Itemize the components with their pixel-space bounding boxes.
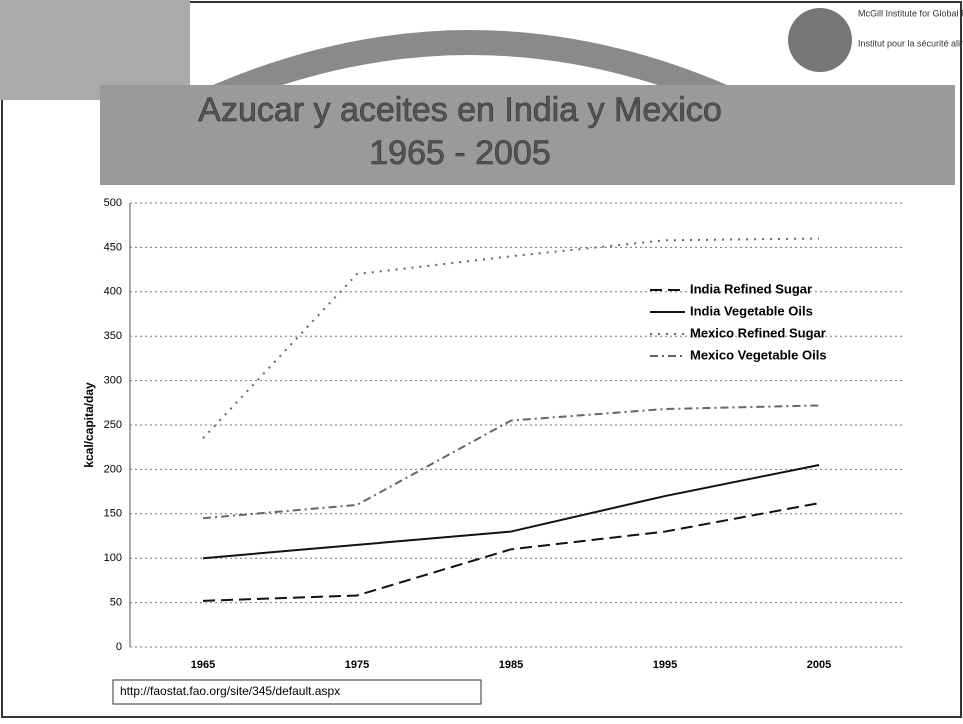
y-tick-label: 400 — [104, 286, 122, 298]
x-tick-label: 1985 — [499, 659, 523, 671]
chart-title: Azucar y aceites en India y Mexico — [198, 91, 721, 129]
legend-label: India Vegetable Oils — [690, 303, 813, 318]
legend-label: Mexico Vegetable Oils — [690, 347, 827, 362]
plot: 0 50 100 150 200 250 300 350 400 450 500 1965 1975 19… — [104, 197, 905, 671]
series-line — [202, 463, 820, 560]
chart-subtitle: 1965 - 2005 — [369, 134, 551, 172]
y-tick-label: 150 — [104, 508, 122, 520]
y-tick-label: 450 — [104, 241, 122, 253]
series-line — [202, 404, 820, 520]
title-band — [100, 85, 955, 185]
scan-corner — [0, 0, 190, 100]
logo — [788, 8, 852, 72]
x-tick-label: 1965 — [191, 659, 215, 671]
x-tick-label: 2005 — [807, 659, 831, 671]
institute-en: McGill Institute for Global Food Securit… — [858, 8, 963, 18]
y-tick-label: 50 — [110, 597, 122, 609]
y-tick-label: 300 — [104, 375, 122, 387]
arc-decoration — [180, 30, 760, 100]
series-line — [202, 502, 820, 602]
source-box — [112, 679, 482, 705]
institute-fr: Institut pour la sécurité alimentaire mo… — [858, 38, 963, 48]
y-axis-label: kcal/capita/day — [82, 382, 96, 468]
legend-label: India Refined Sugar — [690, 281, 812, 296]
legend-label: Mexico Refined Sugar — [690, 325, 826, 340]
y-tick-label: 500 — [104, 197, 122, 209]
y-tick-label: 350 — [104, 330, 122, 342]
y-tick-label: 0 — [116, 641, 122, 653]
source-link[interactable]: http://faostat.fao.org/site/345/default.… — [120, 684, 340, 698]
y-tick-label: 200 — [104, 463, 122, 475]
x-tick-label: 1975 — [345, 659, 369, 671]
x-tick-label: 1995 — [653, 659, 677, 671]
y-tick-label: 100 — [104, 552, 122, 564]
y-tick-label: 250 — [104, 419, 122, 431]
